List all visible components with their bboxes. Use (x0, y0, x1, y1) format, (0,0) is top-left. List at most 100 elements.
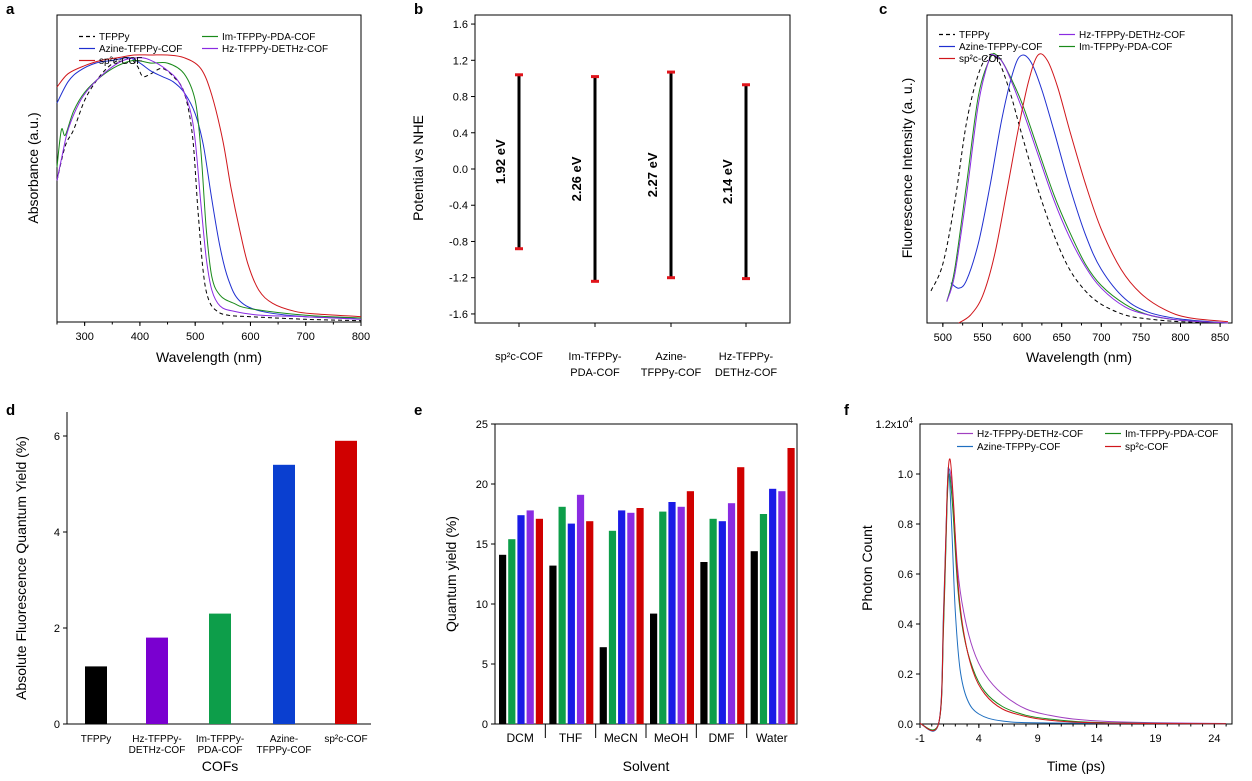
category-label: MeCN (604, 731, 638, 745)
legend-item: Im-TFPPy-PDA-COF (1079, 42, 1172, 53)
x-tick-label: 800 (1171, 332, 1189, 344)
series-line (946, 52, 1229, 324)
band-gap-label: 2.27 eV (645, 152, 660, 197)
y-tick-label: 0.4 (898, 619, 913, 631)
y-tick-label: 20 (476, 479, 488, 491)
y-tick-label: 1.0 (898, 469, 913, 481)
category-label: Water (756, 731, 788, 745)
series-line (919, 468, 1227, 731)
y-tick-label: -0.4 (449, 200, 468, 212)
y-tick-label: 0 (54, 719, 60, 731)
series-line (56, 59, 362, 319)
legend-item: Azine-TFPPy-COF (959, 42, 1042, 53)
bar (586, 521, 594, 724)
bar (146, 637, 168, 724)
x-tick-label: 550 (973, 332, 991, 344)
y-tick-label: -1.6 (449, 309, 468, 321)
category-label: sp²c-COF (324, 734, 367, 745)
bar (273, 464, 295, 724)
y-tick-label: 0.8 (898, 519, 913, 531)
bar (677, 506, 685, 724)
category-label-line: Azine- (270, 734, 298, 745)
legend-item: Im-TFPPy-PDA-COF (222, 32, 315, 43)
category-label-line: DETHz-COF (129, 745, 186, 756)
band-gap-label: 1.92 eV (493, 139, 508, 184)
x-tick-label: 19 (1149, 733, 1161, 745)
series-line (958, 53, 1229, 324)
legend-item: TFPPy (959, 30, 990, 41)
y-axis-label: Absolute Fluorescence Quantum Yield (%) (13, 436, 29, 700)
x-tick-label: 600 (241, 331, 259, 343)
legend-item: Azine-TFPPy-COF (977, 442, 1060, 453)
y-tick-label: 0.0 (453, 164, 468, 176)
bar (526, 510, 534, 724)
category-label: Hz-TFPPy-DETHz-COF (129, 734, 186, 756)
x-tick-label: 650 (1052, 332, 1070, 344)
x-tick-label: 850 (1211, 332, 1229, 344)
legend-item: sp²c-COF (959, 54, 1002, 65)
bar (718, 521, 726, 724)
panel-a: a 300 400 500 600 700 800 TFPPyAzine-TFPPy-COFs… (6, 1, 370, 365)
x-tick-label: 24 (1208, 733, 1220, 745)
plot-frame (919, 423, 1233, 725)
x-tick-label: -1 (915, 733, 925, 745)
y-tick-label: 0.8 (453, 92, 468, 104)
bar (700, 562, 708, 724)
category-label-line: PDA-COF (198, 745, 243, 756)
legend-item: Hz-TFPPy-DETHz-COF (222, 44, 328, 55)
bar (608, 530, 617, 724)
bar (618, 510, 626, 724)
category-label: DCM (507, 731, 534, 745)
series-line (919, 473, 1227, 731)
legend: Hz-TFPPy-DETHz-COF Azine-TFPPy-COF Im-TFPP… (957, 429, 1218, 453)
bar (778, 491, 786, 724)
series-line (56, 54, 362, 318)
x-axis-label: Solvent (623, 758, 670, 774)
category-label: Im-TFPPy-PDA-COF (196, 734, 244, 756)
series-line (56, 57, 362, 319)
category-label: THF (559, 731, 582, 745)
y-tick-label: 10 (476, 599, 488, 611)
y-tick-label: 0.0 (898, 719, 913, 731)
panel-label: b (414, 1, 423, 18)
bar (686, 491, 694, 724)
bar (335, 440, 357, 724)
y-axis-label: Photon Count (859, 525, 875, 611)
x-axis-label: COFs (202, 758, 239, 774)
category-label: Azine- TFPPy-COF (641, 351, 702, 379)
x-tick-label: 750 (1132, 332, 1150, 344)
bar (517, 515, 525, 724)
panel-b: b -1.6 -1.2 -0.8 -0.4 0.0 0.4 0.8 1.2 1.6 1.92 eV s… (410, 1, 791, 379)
y-tick-exponent-label: 1.2x104 (876, 416, 914, 431)
y-tick-label: -0.8 (449, 236, 468, 248)
y-tick-label: 0.6 (898, 569, 913, 581)
series-line (56, 56, 362, 322)
plot-frame (474, 14, 791, 324)
category-label-line: Im-TFPPy- (568, 351, 621, 363)
category-label-line: TFPPy-COF (257, 745, 312, 756)
bar (636, 508, 644, 724)
y-tick-label: 6 (54, 431, 60, 443)
y-tick-label: 1.6 (453, 19, 468, 31)
x-axis-label: Wavelength (nm) (156, 349, 262, 365)
category-label: TFPPy (81, 734, 112, 745)
series-line (56, 57, 362, 320)
category-label-line: TFPPy (81, 734, 112, 745)
bar (668, 502, 676, 724)
bar (549, 565, 557, 724)
category-label-line: TFPPy-COF (641, 367, 702, 379)
panel-label: f (844, 402, 850, 419)
y-axis-label: Quantum yield (%) (443, 516, 459, 632)
category-label-line: PDA-COF (570, 367, 620, 379)
plot-frame (926, 14, 1233, 324)
y-tick-label: 1.2 (453, 55, 468, 67)
bar (85, 666, 107, 724)
bar (787, 448, 795, 724)
y-tick-label: 0.4 (453, 128, 468, 140)
bar (659, 511, 667, 724)
x-tick-label: 700 (1092, 332, 1110, 344)
legend-item: Hz-TFPPy-DETHz-COF (977, 429, 1083, 440)
category-label-line: Azine- (655, 351, 687, 363)
legend-item: sp²c-COF (1125, 442, 1168, 453)
